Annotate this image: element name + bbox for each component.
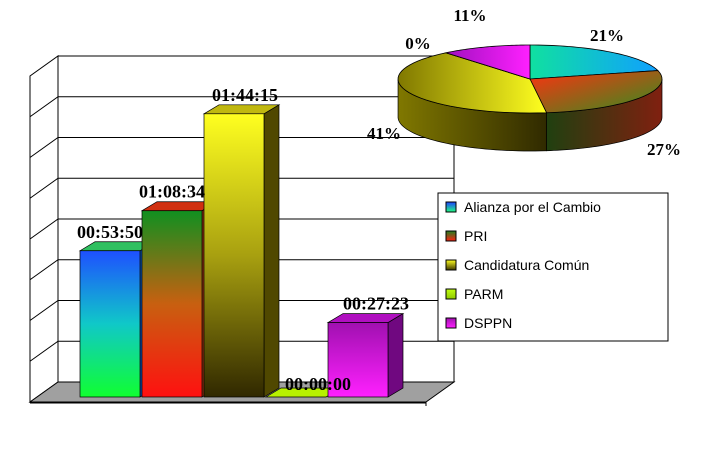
legend-swatch xyxy=(445,288,457,300)
pie-data-label: 27% xyxy=(647,140,681,159)
bar-front xyxy=(203,113,265,398)
legend-swatch xyxy=(445,259,457,271)
bar-data-label: 01:08:34 xyxy=(139,182,205,202)
legend-item: PARM xyxy=(445,286,503,302)
gridline xyxy=(29,218,454,240)
legend-item: PRI xyxy=(445,228,487,244)
pie-data-label: 41% xyxy=(367,124,401,143)
legend-swatch xyxy=(445,230,457,242)
pie-slice-2 xyxy=(529,70,663,114)
legend-label: PRI xyxy=(464,228,487,244)
bar-data-label: 00:00:00 xyxy=(285,374,351,394)
bar-front xyxy=(327,322,389,398)
gridlines xyxy=(29,96,454,362)
bars xyxy=(78,104,405,398)
bar-data-labels: 00:53:50 01:08:34 01:44:15 00:00:00 00:27:23 xyxy=(77,85,409,394)
bar-3 xyxy=(202,104,281,398)
pie-slice-top xyxy=(397,52,548,114)
gridline xyxy=(29,300,454,321)
bar-front xyxy=(79,250,141,398)
pie-slice-top xyxy=(529,70,663,114)
pie-data-label: 0% xyxy=(405,34,431,53)
gridline xyxy=(29,259,454,281)
legend-item: DSPPN xyxy=(445,315,512,331)
pie-slice-1 xyxy=(529,44,659,80)
pie-slice-5 xyxy=(444,44,531,80)
pie-data-label: 11% xyxy=(453,6,486,25)
bar-5 xyxy=(326,312,405,398)
legend-item: Candidatura Común xyxy=(445,257,589,273)
legend: Alianza por el Cambio PRI Candidatura Comú… xyxy=(437,192,669,342)
legend-item: Alianza por el Cambio xyxy=(445,199,601,215)
legend-label: PARM xyxy=(464,286,503,302)
gridline xyxy=(29,177,454,199)
legend-swatch xyxy=(445,201,457,213)
legend-label: Candidatura Común xyxy=(464,257,589,273)
pie-data-label: 21% xyxy=(590,26,624,45)
legend-label: Alianza por el Cambio xyxy=(464,199,601,215)
bar-side xyxy=(263,104,280,398)
bar-side xyxy=(387,312,404,398)
bar-front xyxy=(141,210,203,398)
pie-data-labels: 21% 27% 41% 0% 11% xyxy=(367,6,681,159)
pie-slice-top xyxy=(529,44,659,80)
gridline xyxy=(29,340,454,362)
legend-swatch xyxy=(445,317,457,329)
pie-slice-top xyxy=(444,44,531,80)
pie-chart xyxy=(397,44,663,152)
gridline xyxy=(29,96,454,118)
pie-slice-3 xyxy=(397,52,548,114)
bar-data-label: 01:44:15 xyxy=(212,85,278,105)
bar-data-label: 00:53:50 xyxy=(77,222,143,242)
gridline xyxy=(29,137,454,158)
legend-box xyxy=(437,192,669,342)
bar-data-label: 00:27:23 xyxy=(343,294,409,314)
legend-label: DSPPN xyxy=(464,315,512,331)
